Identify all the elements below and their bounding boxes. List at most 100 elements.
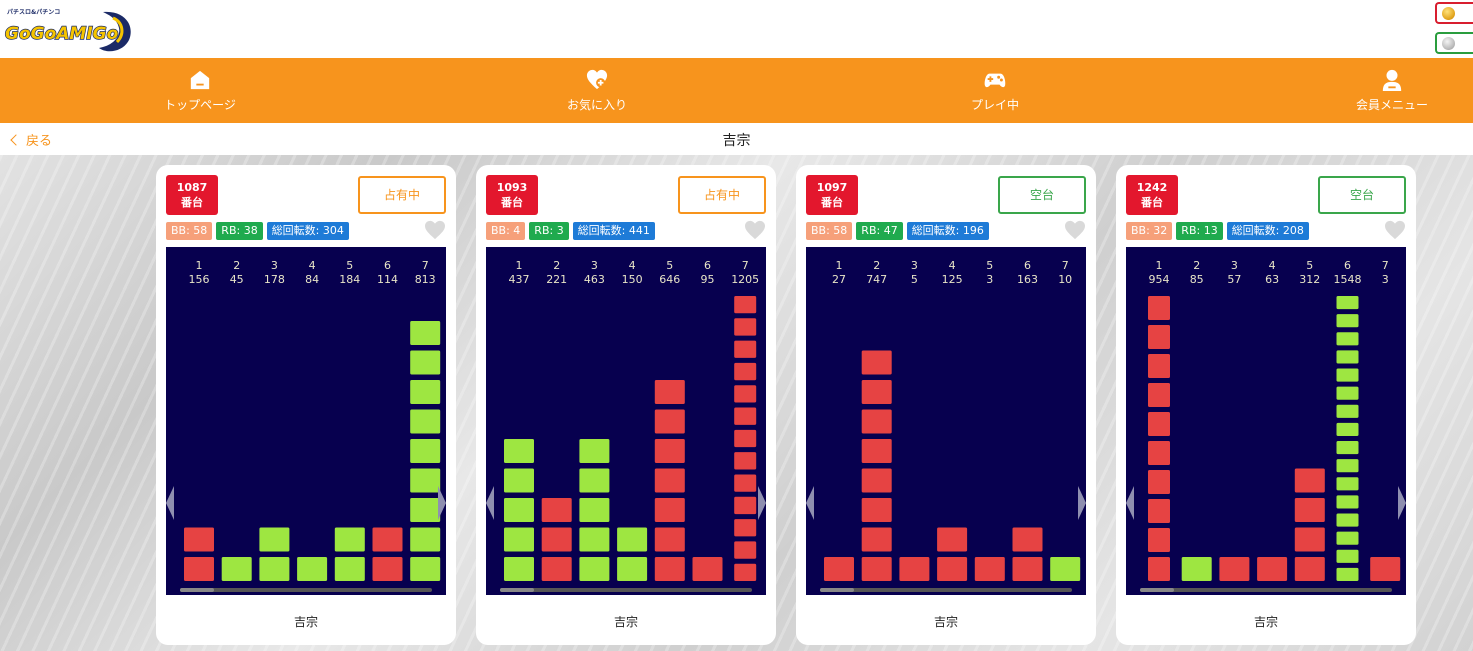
history-block xyxy=(410,439,441,463)
spin-count: 163 xyxy=(1017,273,1038,286)
total-spins-badge: 総回転数: 196 xyxy=(906,222,989,240)
chart-scrollbar[interactable] xyxy=(180,588,432,592)
scrollbar-thumb[interactable] xyxy=(820,588,854,592)
history-block xyxy=(579,439,610,463)
spin-count: 1548 xyxy=(1334,273,1362,286)
bb-count-badge: BB: 32 xyxy=(1126,222,1173,240)
scroll-right-arrow[interactable] xyxy=(757,486,766,520)
status-button[interactable]: 占有中 xyxy=(678,176,766,214)
history-block xyxy=(974,557,1005,581)
column-index: 4 xyxy=(949,259,956,272)
scroll-right-arrow[interactable] xyxy=(437,486,446,520)
nav-item-top-page[interactable]: トップページ xyxy=(130,58,270,123)
history-block xyxy=(1336,495,1359,509)
column-index: 7 xyxy=(742,259,749,272)
scroll-left-arrow[interactable] xyxy=(806,486,815,520)
unit-suffix: 番台 xyxy=(181,196,203,209)
history-block xyxy=(541,557,572,581)
history-block xyxy=(734,407,757,425)
silver-coin-balance[interactable] xyxy=(1435,32,1473,54)
history-block xyxy=(410,350,441,375)
back-button[interactable]: 戻る xyxy=(10,130,52,149)
column-index: 2 xyxy=(873,259,880,272)
history-chart[interactable]: 1 27 2 747 3 5 4 125 5 3 6 163 7 10 xyxy=(806,247,1086,595)
column-index: 3 xyxy=(271,259,278,272)
chevron-left-icon xyxy=(486,486,494,520)
spin-count: 437 xyxy=(509,273,530,286)
chevron-left-icon xyxy=(166,486,174,520)
spin-count: 156 xyxy=(189,273,210,286)
chevron-right-icon xyxy=(1398,486,1406,520)
history-block xyxy=(654,439,685,463)
spin-count: 178 xyxy=(264,273,285,286)
chevron-right-icon xyxy=(1078,486,1086,520)
history-block xyxy=(1148,354,1170,378)
machine-name: 吉宗 xyxy=(933,615,958,629)
scroll-right-arrow[interactable] xyxy=(1077,486,1086,520)
spin-count: 150 xyxy=(622,273,643,286)
scroll-left-arrow[interactable] xyxy=(1126,486,1135,520)
gogoamigo-logo[interactable]: パチスロ&パチンコ GoGoAMIGo xyxy=(3,4,135,56)
status-button[interactable]: 空台 xyxy=(998,176,1086,214)
scrollbar-thumb[interactable] xyxy=(500,588,534,592)
history-block xyxy=(734,318,757,336)
unit-number: 1242 xyxy=(1136,181,1168,194)
subheader: 戻る 吉宗 xyxy=(0,123,1473,155)
machine-card[interactable]: 1097 番台 空台 BB: 58 RB: 47 総回転数: 196 1 27 2 747… xyxy=(796,165,1096,645)
unit-suffix: 番台 xyxy=(501,196,523,209)
scrollbar-thumb[interactable] xyxy=(180,588,214,592)
machine-list: 1087 番台 占有中 BB: 58 RB: 38 総回転数: 304 1 156 2 4… xyxy=(0,155,1473,651)
unit-suffix: 番台 xyxy=(821,196,843,209)
stats-row: BB: 4 RB: 3 総回転数: 441 xyxy=(486,222,659,240)
favorite-heart-icon[interactable] xyxy=(1384,220,1406,240)
favorite-heart-icon xyxy=(586,69,608,90)
history-block xyxy=(734,296,757,314)
status-button[interactable]: 占有中 xyxy=(358,176,446,214)
history-block xyxy=(410,468,441,493)
favorite-heart-icon[interactable] xyxy=(424,220,446,240)
machine-card[interactable]: 1242 番台 空台 BB: 32 RB: 13 総回転数: 208 1 954 2 85… xyxy=(1116,165,1416,645)
scroll-left-arrow[interactable] xyxy=(166,486,175,520)
history-block xyxy=(654,527,685,552)
column-index: 3 xyxy=(591,259,598,272)
chart-scrollbar[interactable] xyxy=(500,588,752,592)
history-block xyxy=(1294,498,1325,522)
header: パチスロ&パチンコ GoGoAMIGo xyxy=(0,0,1473,58)
history-chart[interactable]: 1 156 2 45 3 178 4 84 5 184 6 114 7 813 xyxy=(166,247,446,595)
history-block xyxy=(410,409,441,434)
history-block xyxy=(1336,531,1359,545)
history-block xyxy=(734,519,757,537)
history-block xyxy=(1148,499,1170,523)
spin-count: 646 xyxy=(659,273,680,286)
history-chart[interactable]: 1 954 2 85 3 57 4 63 5 312 6 1548 7 3 xyxy=(1126,247,1406,595)
spin-count: 95 xyxy=(701,273,715,286)
column-index: 4 xyxy=(1269,259,1276,272)
scrollbar-thumb[interactable] xyxy=(1140,588,1174,592)
chart-scrollbar[interactable] xyxy=(820,588,1072,592)
favorite-heart-icon[interactable] xyxy=(744,220,766,240)
history-chart[interactable]: 1 437 2 221 3 463 4 150 5 646 6 95 7 1205 xyxy=(486,247,766,595)
nav-item-member-menu[interactable]: 会員メニュー xyxy=(1322,58,1462,123)
history-block xyxy=(861,350,892,375)
rb-count-badge: RB: 13 xyxy=(1176,222,1223,240)
history-block xyxy=(410,380,441,404)
nav-item-playing[interactable]: プレイ中 xyxy=(925,58,1065,123)
history-block xyxy=(654,380,685,404)
spin-count: 954 xyxy=(1149,273,1170,286)
machine-card[interactable]: 1087 番台 占有中 BB: 58 RB: 38 総回転数: 304 1 156 2 4… xyxy=(156,165,456,645)
history-block xyxy=(861,439,892,463)
status-button[interactable]: 空台 xyxy=(1318,176,1406,214)
scroll-left-arrow[interactable] xyxy=(486,486,495,520)
machine-card[interactable]: 1093 番台 占有中 BB: 4 RB: 3 総回転数: 441 1 437 2 221… xyxy=(476,165,776,645)
spin-count: 63 xyxy=(1265,273,1279,286)
gold-coin-balance[interactable] xyxy=(1435,2,1473,24)
spin-count: 5 xyxy=(911,273,918,286)
favorite-heart-icon[interactable] xyxy=(1064,220,1086,240)
unit-number-badge: 1242 番台 xyxy=(1126,175,1178,215)
chart-scrollbar[interactable] xyxy=(1140,588,1392,592)
unit-number: 1093 xyxy=(496,181,528,194)
scroll-right-arrow[interactable] xyxy=(1397,486,1406,520)
nav-item-favorites[interactable]: お気に入り xyxy=(527,58,667,123)
history-block xyxy=(861,527,892,552)
